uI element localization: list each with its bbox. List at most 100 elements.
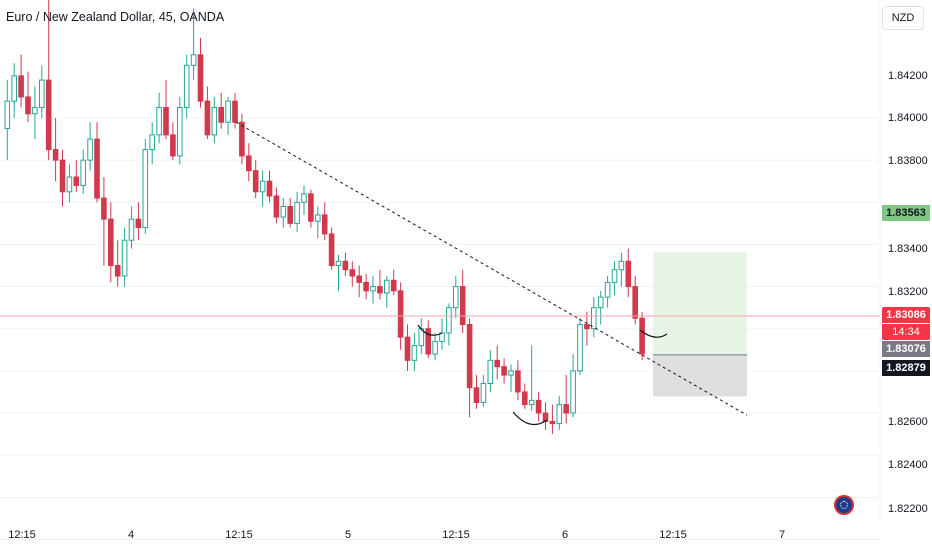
candle-up	[32, 106, 38, 115]
target-price-badge: 1.83563	[882, 205, 930, 221]
candles	[4, 0, 645, 435]
price-label: 1.82600	[888, 416, 928, 428]
candle-up	[487, 359, 494, 385]
candle-down	[349, 269, 356, 277]
candle-up	[432, 340, 438, 355]
position-zones	[653, 252, 747, 397]
candle-down	[52, 149, 59, 161]
candle-up	[570, 370, 576, 414]
candle-down	[218, 106, 224, 123]
time-label: 12:15	[225, 529, 253, 541]
candle-up	[618, 260, 625, 271]
candle-down	[287, 206, 293, 224]
candle-up	[156, 106, 162, 136]
candle-down	[356, 275, 362, 283]
candle-up	[591, 307, 597, 330]
candle-up	[149, 134, 155, 151]
candle-up	[142, 149, 149, 229]
curve-annotation-1	[417, 324, 443, 336]
candle-down	[584, 324, 590, 330]
candle-down	[494, 359, 500, 368]
candle-up	[280, 206, 287, 218]
candle-up	[439, 332, 445, 342]
candle-down	[515, 370, 521, 393]
candle-down	[163, 106, 169, 136]
candle-down	[632, 286, 639, 319]
tradingview-logo-icon[interactable]	[834, 495, 854, 515]
candle-down	[25, 96, 31, 115]
trendline-group	[235, 121, 748, 416]
candle-down	[549, 420, 556, 425]
entry-price-badge: 1.83076	[882, 341, 930, 357]
profit-zone	[653, 252, 747, 355]
candle-down	[466, 324, 473, 389]
candle-up	[528, 399, 535, 406]
loss-zone	[653, 354, 747, 397]
candle-down	[535, 399, 542, 414]
candle-up	[384, 279, 390, 294]
candle-up	[335, 260, 342, 267]
annotations	[417, 324, 668, 426]
candle-up	[604, 281, 611, 298]
candle-down	[397, 290, 404, 338]
price-label: 1.83200	[888, 286, 928, 298]
candle-down	[239, 121, 245, 157]
candle-up	[446, 307, 452, 334]
price-label: 1.84000	[888, 112, 928, 124]
candle-down	[252, 170, 259, 193]
candle-up	[4, 100, 11, 130]
candle-down	[473, 387, 480, 403]
candle-down	[639, 317, 645, 355]
candle-up	[453, 286, 459, 309]
candle-up	[225, 100, 231, 123]
candle-down	[321, 214, 328, 235]
candle-down	[108, 218, 114, 267]
candle-down	[390, 279, 397, 292]
candle-up	[411, 345, 418, 361]
candle-up	[190, 54, 197, 66]
candle-up	[183, 64, 190, 108]
price-label: 1.82200	[888, 503, 928, 515]
candle-up	[80, 159, 87, 186]
candle-down	[328, 233, 335, 267]
candle-up	[611, 269, 618, 283]
candle-down	[204, 100, 211, 136]
candle-down	[45, 79, 52, 151]
candle-down	[246, 155, 252, 172]
candle-up	[121, 239, 128, 277]
candle-up	[577, 324, 583, 372]
candle-down	[404, 336, 411, 361]
candle-down	[459, 286, 466, 326]
candle-up	[294, 201, 300, 224]
candle-down	[522, 391, 528, 406]
time-label: 5	[344, 529, 352, 541]
candle-down	[73, 176, 80, 186]
time-label: 12:15	[659, 529, 687, 541]
candle-up	[301, 193, 307, 203]
price-label: 1.83400	[888, 243, 928, 255]
curve-annotation-3	[639, 329, 668, 338]
candle-down	[94, 138, 100, 199]
candle-up	[597, 296, 604, 309]
price-label: 1.84200	[888, 70, 928, 82]
candle-up	[66, 176, 73, 193]
chart-title: Euro / New Zealand Dollar, 45, OANDA	[6, 10, 225, 24]
candle-down	[501, 366, 507, 376]
time-label: 12:15	[8, 529, 36, 541]
trendline	[235, 121, 748, 416]
curve-annotation-2	[512, 411, 548, 426]
candle-up	[480, 383, 487, 403]
currency-button[interactable]: NZD	[882, 6, 924, 30]
gridlines	[0, 117, 880, 540]
candle-up	[87, 138, 93, 161]
candle-up	[177, 106, 183, 157]
candle-down	[135, 218, 142, 229]
candle-down	[563, 404, 570, 414]
price-label: 1.82400	[888, 459, 928, 471]
candle-up	[259, 180, 266, 193]
candle-down	[625, 260, 632, 288]
time-label: 7	[778, 529, 786, 541]
candle-up	[315, 214, 321, 222]
candle-up	[556, 404, 563, 425]
